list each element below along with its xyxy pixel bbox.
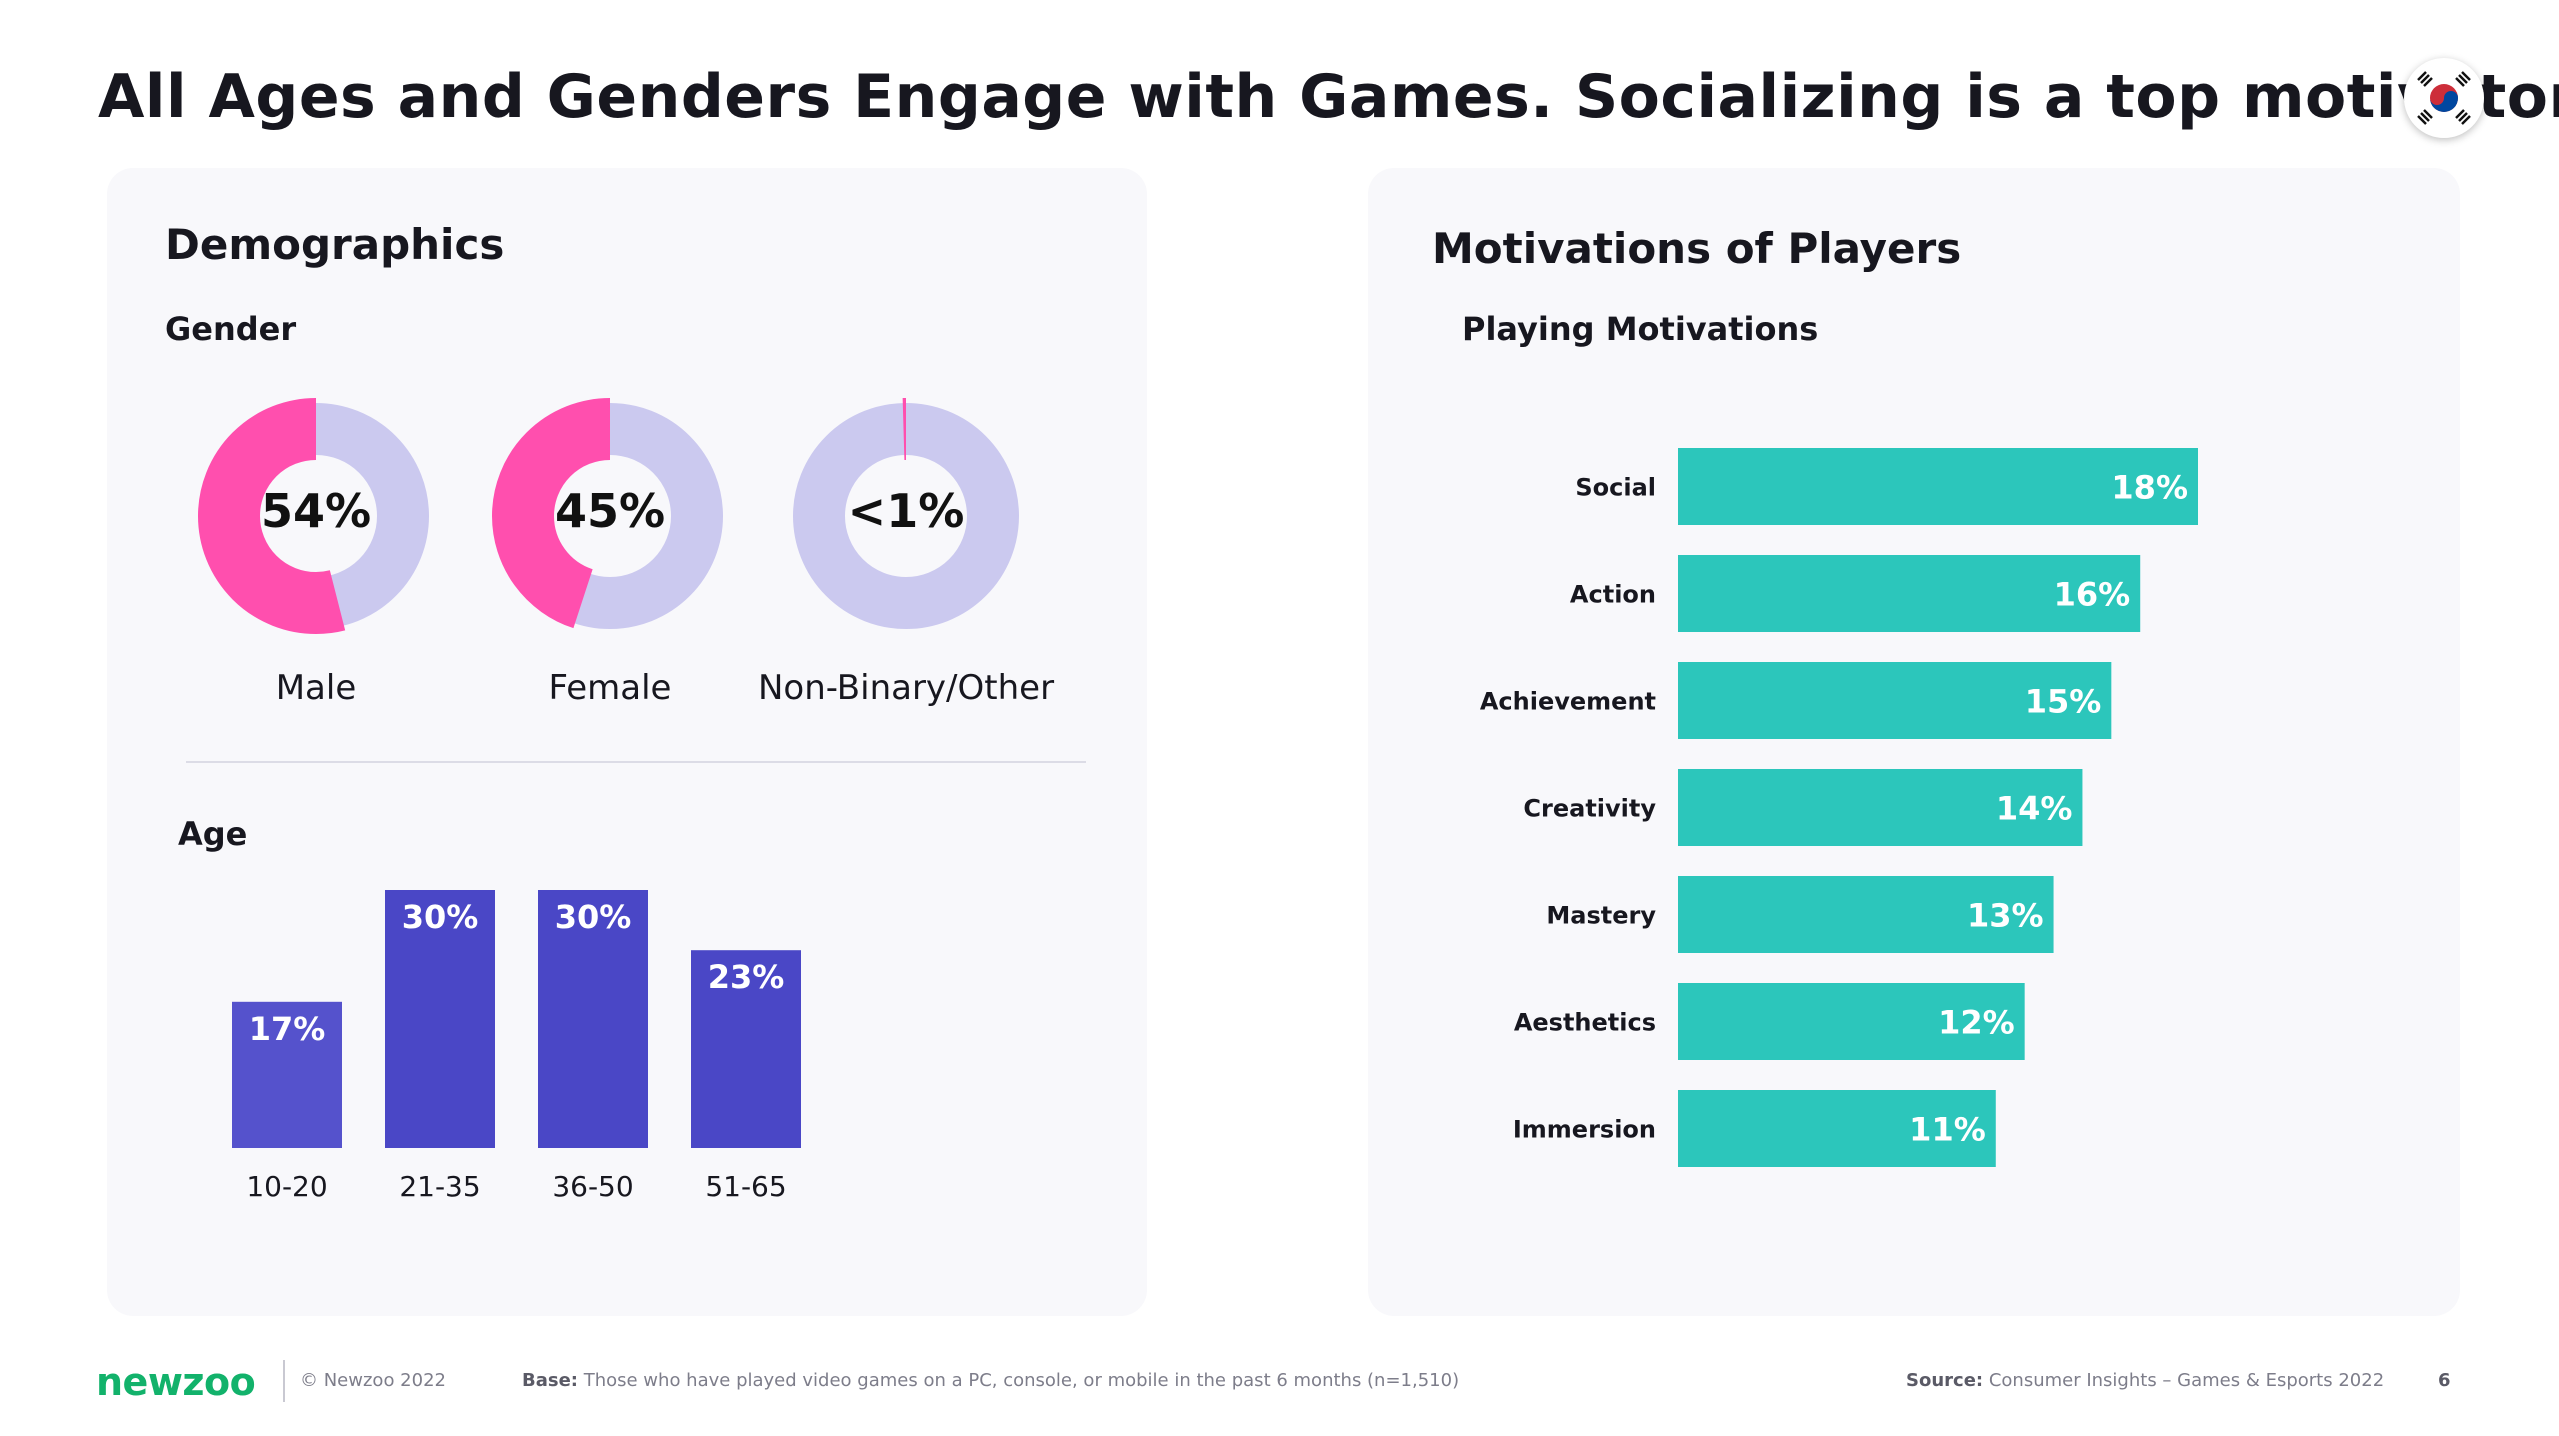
age-category-36-50: 36-50 bbox=[552, 1170, 633, 1203]
newzoo-logo: newzoo bbox=[96, 1360, 256, 1404]
donut-male-label: Male bbox=[275, 668, 357, 708]
south-korea-flag-icon bbox=[2404, 58, 2484, 138]
age-bar-label-36-50: 30% bbox=[555, 898, 632, 936]
footer-base-label: Base: bbox=[522, 1370, 578, 1391]
motivations-bar-chart: Social 18% Action 16% Achievement 15% Creativi… bbox=[1480, 448, 2198, 1167]
motivation-label-social: 18% bbox=[2111, 469, 2188, 507]
donut-male bbox=[198, 398, 434, 634]
age-bar-label-51-65: 23% bbox=[708, 958, 785, 996]
motivation-category-creativity: Creativity bbox=[1523, 795, 1656, 823]
page-number: 6 bbox=[2438, 1370, 2451, 1391]
motivation-label-aesthetics: 12% bbox=[1938, 1004, 2015, 1042]
age-bar-label-21-35: 30% bbox=[402, 898, 479, 936]
motivation-category-mastery: Mastery bbox=[1546, 902, 1656, 930]
donut-nonbinary-value: <1% bbox=[847, 484, 965, 538]
footer-separator bbox=[283, 1360, 285, 1402]
donut-female-label: Female bbox=[548, 668, 672, 708]
donut-male-value: 54% bbox=[260, 484, 372, 538]
age-category-21-35: 21-35 bbox=[399, 1170, 480, 1203]
age-category-51-65: 51-65 bbox=[705, 1170, 786, 1203]
motivation-bar-action bbox=[1678, 555, 2141, 632]
motivation-bar-achievement bbox=[1678, 662, 2112, 739]
page-title: All Ages and Genders Engage with Games. … bbox=[98, 62, 2559, 132]
footer-base: Base: Those who have played video games … bbox=[522, 1370, 1459, 1391]
footer-source-text: Consumer Insights – Games & Esports 2022 bbox=[1983, 1370, 2385, 1391]
motivation-category-social: Social bbox=[1575, 474, 1656, 502]
age-category-10-20: 10-20 bbox=[246, 1170, 327, 1203]
donut-nonbinary bbox=[788, 398, 1024, 634]
footer-base-text: Those who have played video games on a P… bbox=[578, 1370, 1460, 1391]
motivation-label-immersion: 11% bbox=[1909, 1111, 1986, 1149]
donut-nonbinary-arc bbox=[788, 398, 1024, 634]
age-bar-chart: 17% 10-20 30% 21-35 30% 36-50 23% 51-65 bbox=[232, 890, 801, 1203]
age-label: Age bbox=[178, 815, 248, 853]
motivation-category-immersion: Immersion bbox=[1513, 1116, 1656, 1144]
donut-male-arc bbox=[198, 398, 434, 634]
demographics-heading: Demographics bbox=[165, 220, 505, 269]
motivation-label-mastery: 13% bbox=[1967, 897, 2044, 935]
section-divider bbox=[186, 761, 1086, 763]
motivation-bar-creativity bbox=[1678, 769, 2083, 846]
motivation-category-action: Action bbox=[1570, 581, 1656, 609]
gender-label: Gender bbox=[165, 310, 297, 348]
age-bar-36-50 bbox=[538, 890, 648, 1148]
age-bar-label-10-20: 17% bbox=[249, 1010, 326, 1048]
motivation-category-aesthetics: Aesthetics bbox=[1514, 1009, 1656, 1037]
age-bar-51-65 bbox=[691, 950, 801, 1148]
motivation-bar-immersion bbox=[1678, 1090, 1996, 1167]
playing-motivations-label: Playing Motivations bbox=[1462, 310, 1819, 348]
donut-female-arc bbox=[492, 398, 728, 634]
donut-nonbinary-label: Non-Binary/Other bbox=[757, 668, 1055, 708]
donut-female bbox=[492, 398, 728, 634]
donut-female-value: 45% bbox=[554, 484, 666, 538]
motivation-category-achievement: Achievement bbox=[1480, 688, 1656, 716]
motivation-bar-social bbox=[1678, 448, 2198, 525]
footer-source: Source: Consumer Insights – Games & Espo… bbox=[1906, 1370, 2384, 1391]
motivation-bar-aesthetics bbox=[1678, 983, 2025, 1060]
age-bar-21-35 bbox=[385, 890, 495, 1148]
footer-source-label: Source: bbox=[1906, 1370, 1984, 1391]
motivations-heading: Motivations of Players bbox=[1432, 224, 1962, 273]
motivation-label-creativity: 14% bbox=[1996, 790, 2073, 828]
motivation-bar-mastery bbox=[1678, 876, 2054, 953]
footer-copyright: © Newzoo 2022 bbox=[300, 1370, 446, 1391]
motivation-label-achievement: 15% bbox=[2025, 683, 2102, 721]
age-bar-10-20 bbox=[232, 1001, 342, 1148]
motivation-label-action: 16% bbox=[2054, 576, 2131, 614]
